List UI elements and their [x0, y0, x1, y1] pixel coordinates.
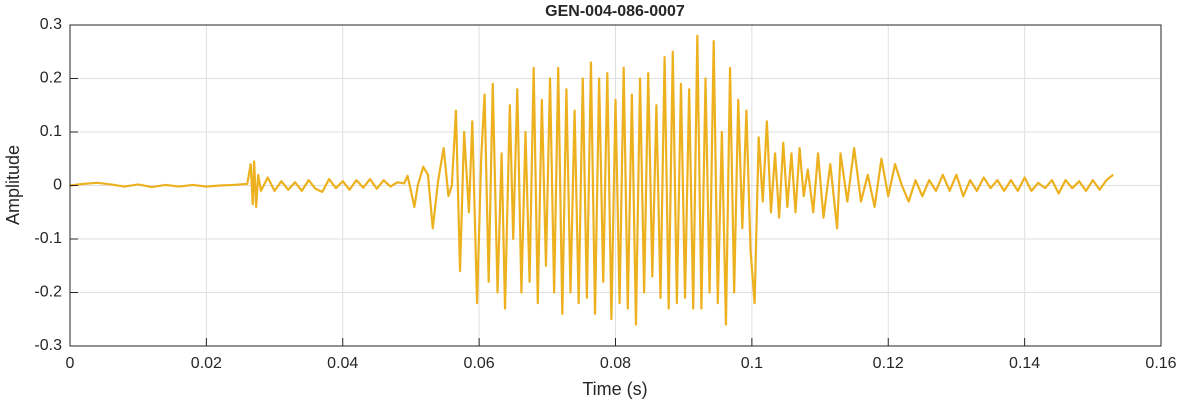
y-tick-label: -0.2: [34, 284, 62, 301]
y-tick-label: 0.2: [40, 70, 62, 87]
y-tick-label: -0.3: [34, 337, 62, 354]
y-tick-label: 0.3: [40, 16, 62, 33]
x-tick-label: 0.06: [464, 355, 495, 372]
y-axis-label: Amplitude: [3, 145, 23, 225]
x-tick-label: 0.14: [1009, 355, 1040, 372]
y-tick-label: 0: [53, 177, 62, 194]
x-tick-label: 0.08: [600, 355, 631, 372]
x-tick-label: 0.02: [191, 355, 222, 372]
chart-title: GEN-004-086-0007: [545, 3, 685, 20]
x-tick-label: 0.12: [873, 355, 904, 372]
waveform-line: [69, 34, 1114, 326]
x-tick-label: 0.04: [327, 355, 358, 372]
x-tick-label: 0: [66, 355, 75, 372]
x-tick-label: 0.16: [1145, 355, 1176, 372]
y-tick-label: 0.1: [40, 123, 62, 140]
y-tick-label: -0.1: [34, 230, 62, 247]
x-tick-label: 0.1: [741, 355, 763, 372]
x-axis-label: Time (s): [582, 379, 647, 399]
